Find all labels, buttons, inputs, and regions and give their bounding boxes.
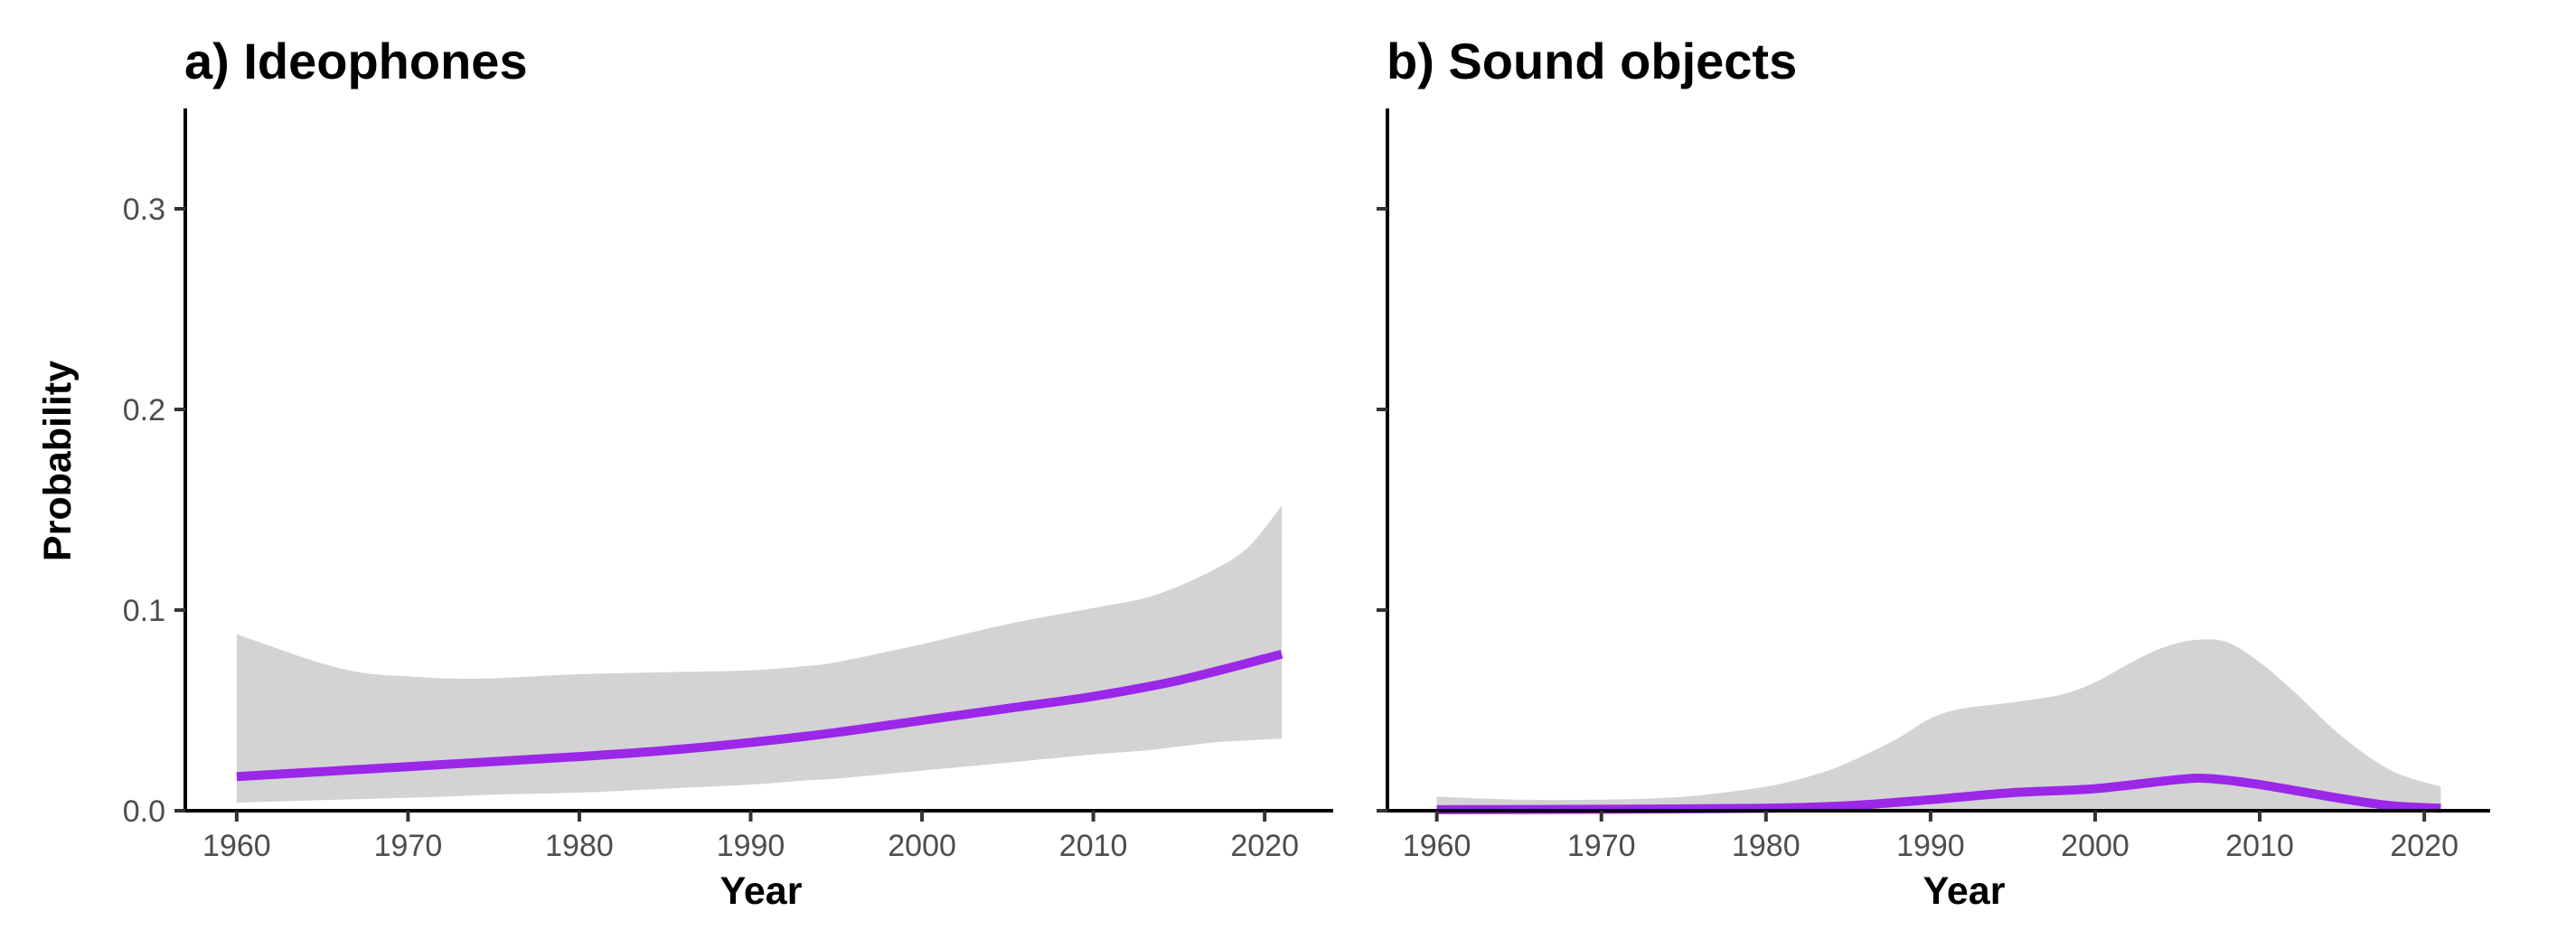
x-tick-label: 2010 [1059, 829, 1128, 863]
x-tick-label: 2020 [1230, 829, 1299, 863]
x-tick-label: 2010 [2225, 829, 2294, 863]
confidence-band [1436, 639, 2441, 811]
x-tick-label: 1990 [717, 829, 785, 863]
x-tick-label: 2000 [888, 829, 956, 863]
x-tick-label: 1980 [545, 829, 614, 863]
x-tick-label: 1970 [1567, 829, 1636, 863]
x-tick-label: 1960 [202, 829, 271, 863]
panel-title: b) Sound objects [1387, 33, 1797, 89]
x-tick-label: 2000 [2061, 829, 2129, 863]
panel-title: a) Ideophones [184, 33, 528, 89]
panel-sound-objects: b) Sound objects Year 1960 1970 1980 1990 20… [1377, 33, 2490, 913]
y-tick-label: 0.3 [123, 193, 165, 227]
x-axis-title: Year [1923, 869, 2006, 913]
x-tick-label: 1990 [1896, 829, 1965, 863]
panel-ideophones: a) Ideophones Probability Year 1960 1970 1… [36, 33, 1333, 913]
x-axis-title: Year [720, 869, 803, 913]
y-tick-label: 0.2 [123, 393, 165, 428]
series-line [236, 649, 1283, 782]
y-tick-label: 0.1 [123, 594, 165, 628]
confidence-band [236, 505, 1283, 803]
y-axis-title: Probability [36, 361, 80, 561]
y-tick-label: 0.0 [123, 794, 165, 829]
x-tick-label: 1980 [1732, 829, 1800, 863]
x-tick-label: 2020 [2390, 829, 2458, 863]
x-tick-label: 1960 [1403, 829, 1471, 863]
x-tick-label: 1970 [374, 829, 443, 863]
